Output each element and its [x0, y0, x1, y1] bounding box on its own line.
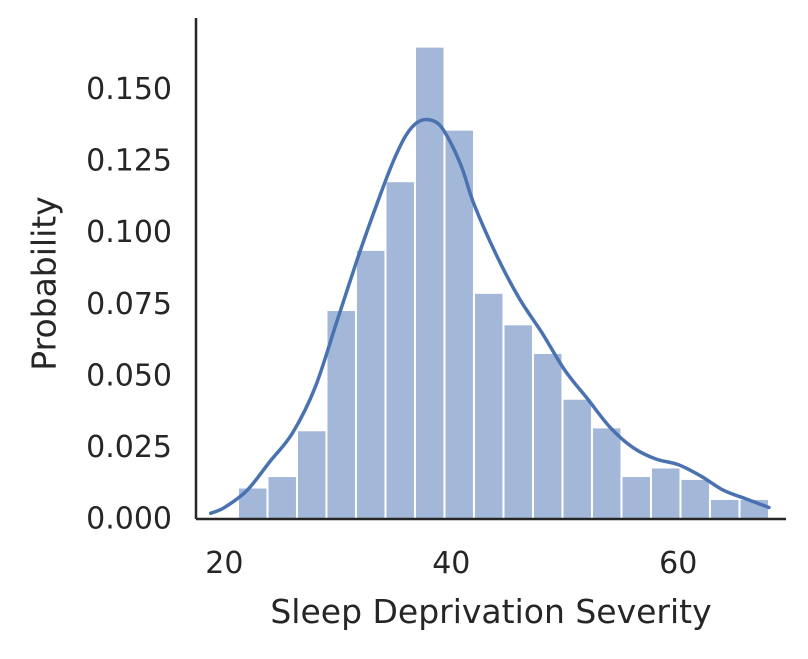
y-axis-label: Probability	[25, 196, 64, 370]
y-tick-label: 0.050	[86, 358, 172, 393]
histogram-bar	[590, 426, 623, 521]
histogram-bar	[561, 397, 593, 521]
histogram-bar	[354, 248, 387, 521]
y-tick-labels: 0.000 0.025 0.050 0.075 0.100 0.125 0.150	[86, 72, 172, 536]
x-tick-label: 60	[659, 546, 697, 581]
histogram-bar	[472, 291, 505, 520]
histogram-bar	[266, 475, 298, 520]
histogram-bar	[236, 486, 269, 521]
histogram-bar	[708, 497, 741, 520]
x-tick-label: 20	[205, 546, 243, 581]
x-axis-label: Sleep Deprivation Severity	[270, 592, 711, 631]
y-tick-label: 0.025	[86, 430, 172, 465]
histogram-bar	[502, 323, 534, 520]
histogram-bar	[384, 180, 416, 520]
histogram-bar	[413, 45, 446, 520]
kde-curve	[209, 117, 771, 516]
histogram-bar	[679, 477, 711, 521]
y-tick-label: 0.100	[86, 215, 172, 250]
histogram-bar	[295, 429, 328, 521]
x-tick-label: 40	[432, 546, 470, 581]
histogram-bar	[620, 475, 652, 520]
y-tick-label: 0.075	[86, 287, 172, 322]
histogram-bar	[649, 466, 682, 520]
y-tick-label: 0.125	[86, 144, 172, 179]
y-tick-label: 0.000	[86, 502, 172, 537]
y-tick-label: 0.150	[86, 72, 172, 107]
bars	[236, 45, 770, 521]
histogram-bar	[531, 351, 564, 520]
x-tick-labels: 20 40 60	[205, 546, 697, 581]
